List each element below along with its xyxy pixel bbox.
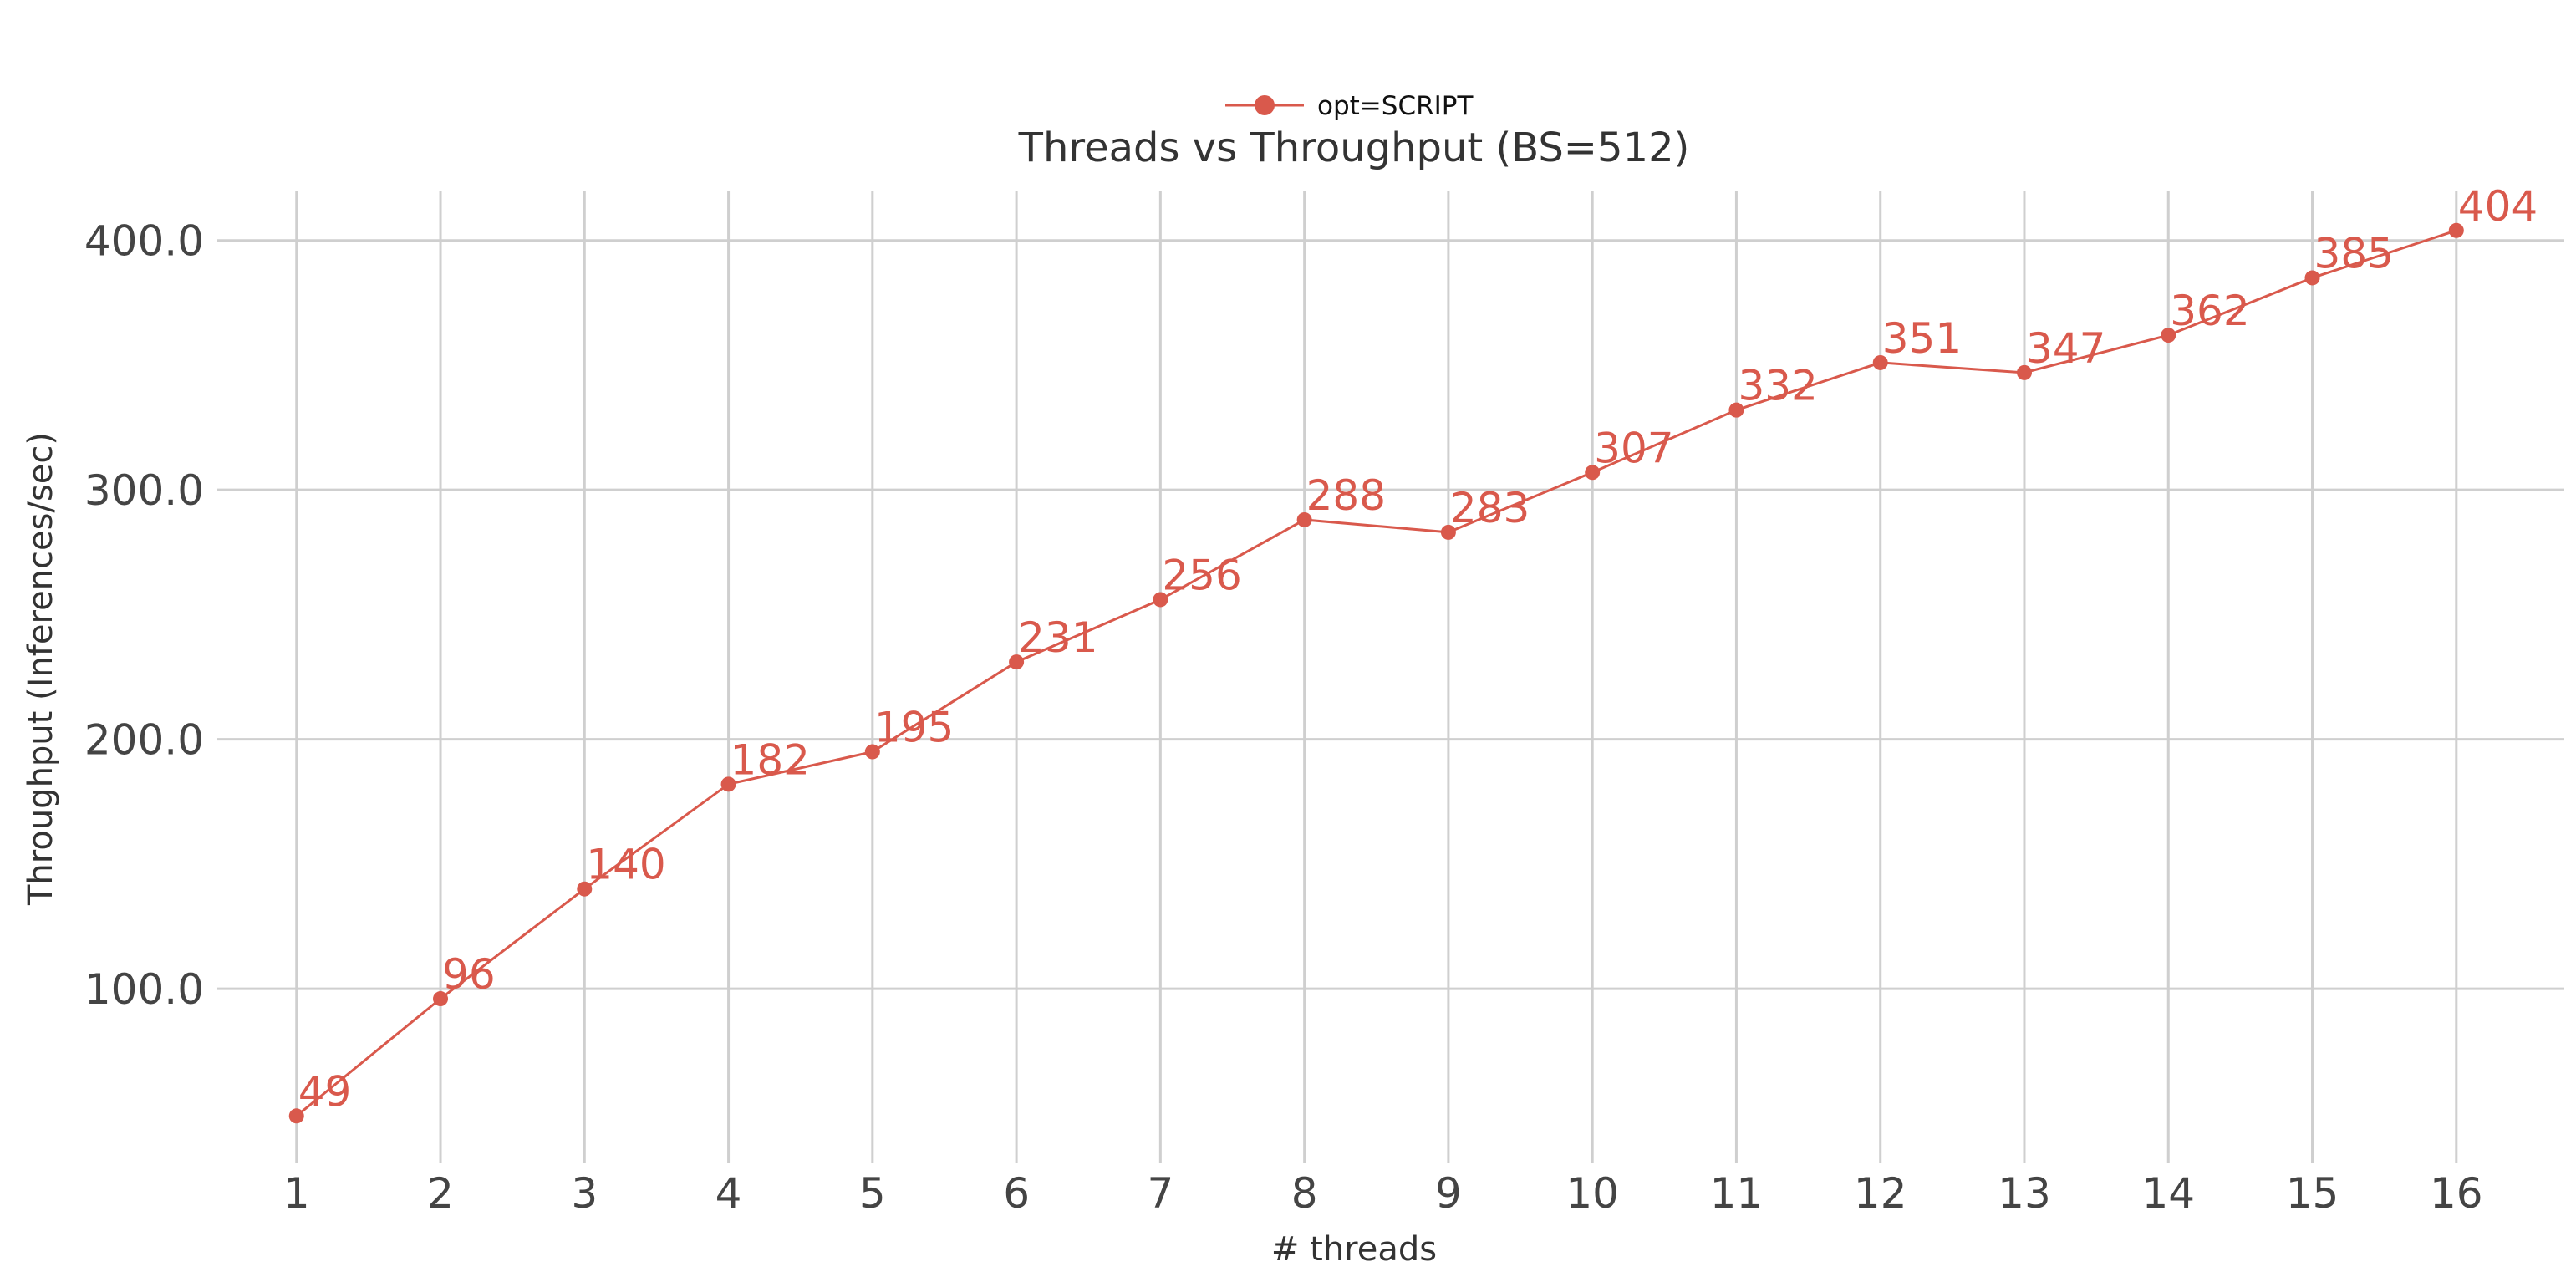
data-label: 283 [1450, 484, 1530, 532]
data-label: 182 [731, 735, 810, 784]
legend-marker-swatch [1255, 95, 1275, 115]
x-tick-label: 1 [283, 1169, 310, 1218]
data-label: 362 [2170, 287, 2249, 335]
data-label: 385 [2314, 229, 2394, 277]
x-tick-label: 13 [1998, 1169, 2051, 1218]
data-point [1728, 402, 1744, 418]
x-tick-label: 2 [427, 1169, 454, 1218]
x-tick-label: 4 [715, 1169, 742, 1218]
x-tick-label: 8 [1291, 1169, 1318, 1218]
x-tick-label: 6 [1003, 1169, 1030, 1218]
series-line [295, 229, 2457, 1117]
legend-series-label: opt=SCRIPT [1317, 91, 1474, 121]
data-point [1585, 465, 1601, 481]
data-label: 49 [298, 1067, 352, 1116]
data-label: 347 [2026, 324, 2105, 373]
data-label: 256 [1162, 551, 1241, 599]
x-tick-label: 3 [571, 1169, 598, 1218]
x-tick-label: 7 [1147, 1169, 1173, 1218]
x-tick-label: 9 [1435, 1169, 1462, 1218]
data-point [577, 881, 593, 897]
y-tick-label: 200.0 [84, 716, 204, 765]
horizontal-gridlines [217, 239, 2564, 990]
y-tick-label: 400.0 [84, 217, 204, 266]
data-point [2161, 328, 2176, 343]
y-tick-label: 300.0 [84, 466, 204, 515]
x-tick-label: 5 [859, 1169, 886, 1218]
data-point [288, 1108, 304, 1124]
y-axis-title: Throughput (Inferences/sec) [22, 432, 60, 906]
x-tick-label: 12 [1854, 1169, 1907, 1218]
data-label: 351 [1882, 314, 1962, 363]
data-label: 231 [1018, 613, 1097, 662]
data-label: 195 [874, 704, 954, 752]
data-label: 288 [1306, 471, 1386, 520]
data-label: 140 [586, 841, 665, 889]
y-tick-label: 100.0 [84, 965, 204, 1014]
data-label: 404 [2458, 182, 2538, 231]
data-label: 96 [442, 950, 496, 999]
vertical-gridlines [295, 191, 2458, 1163]
data-point [2304, 270, 2320, 286]
legend: opt=SCRIPT [1225, 91, 1474, 121]
x-tick-label: 16 [2430, 1169, 2483, 1218]
x-axis-title: # threads [1271, 1230, 1437, 1269]
series-layer: 49 96 140 182 195 231 256 288 283 307 332 351 347 362… [288, 182, 2538, 1124]
data-label: 332 [1738, 362, 1817, 410]
data-point [1009, 654, 1025, 670]
x-tick-label: 10 [1565, 1169, 1619, 1218]
x-axis-tick-labels: 1 2 3 4 5 6 7 8 9 10 11 12 13 14 15 16 [283, 1169, 2483, 1218]
y-axis-tick-labels: 100.0 200.0 300.0 400.0 [84, 217, 204, 1014]
data-point [1872, 354, 1888, 370]
chart-title: Threads vs Throughput (BS=512) [1018, 125, 1690, 171]
x-tick-label: 15 [2286, 1169, 2339, 1218]
data-point [864, 744, 880, 760]
x-tick-label: 14 [2141, 1169, 2195, 1218]
x-tick-label: 11 [1710, 1169, 1764, 1218]
data-label: 307 [1594, 424, 1673, 472]
data-point [2448, 222, 2464, 238]
data-point [720, 776, 736, 792]
data-point [433, 991, 449, 1007]
data-point [1440, 524, 1456, 540]
data-point [2016, 364, 2032, 380]
data-point [1153, 592, 1168, 608]
data-point [1296, 511, 1312, 527]
